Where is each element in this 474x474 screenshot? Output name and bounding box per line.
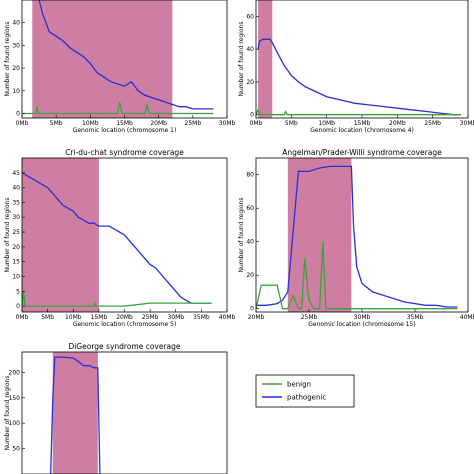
x-tick-label: 15Mb [91, 314, 108, 321]
x-tick-label: 30Mb [219, 120, 236, 127]
y-axis-label: Number of found regions [238, 198, 245, 273]
y-tick-label: 150 [9, 395, 21, 402]
y-tick-label: 0 [250, 306, 254, 313]
series-line-benign [256, 108, 461, 116]
x-tick-label: 15Mb [354, 120, 371, 127]
y-tick-label: 40 [246, 46, 254, 53]
x-axis-label: Genomic location (chromosome 15) [308, 321, 415, 328]
y-tick-label: 30 [12, 42, 20, 49]
y-tick-label: 0 [16, 303, 20, 310]
y-tick-label: 10 [12, 273, 20, 280]
x-tick-label: 5Mb [285, 120, 298, 127]
x-tick-label: 40Mb [460, 314, 474, 321]
y-axis-label: Number of found regions [4, 198, 11, 273]
axes-frame [255, 0, 469, 119]
y-tick-label: 200 [9, 369, 21, 376]
x-axis-label: Genomic location (chromosome 1) [73, 127, 177, 134]
y-tick-label: 0 [16, 110, 20, 117]
x-tick-label: 20Mb [116, 314, 133, 321]
series-line-pathogenic [22, 172, 212, 304]
chart-title: Cri-du-chat syndrome coverage [65, 148, 184, 157]
y-tick-label: 30 [12, 214, 20, 221]
y-tick-label: 60 [246, 205, 254, 212]
series-line-pathogenic [256, 165, 458, 308]
chart-title: Angelman/Prader-Willi syndrome coverage [282, 148, 442, 157]
y-tick-label: 20 [246, 272, 254, 279]
y-axis-label: Number of found regions [4, 376, 11, 451]
x-tick-label: 35Mb [193, 314, 210, 321]
x-tick-label: 25Mb [301, 314, 318, 321]
series-line-pathogenic [257, 38, 461, 116]
y-tick-label: 50 [12, 446, 20, 453]
x-tick-label: 0Mb [16, 314, 29, 321]
series-line-benign [256, 241, 458, 310]
x-tick-label: 35Mb [407, 314, 424, 321]
x-tick-label: 20Mb [248, 314, 265, 321]
y-tick-label: 25 [12, 229, 20, 236]
y-tick-label: 10 [12, 88, 20, 95]
x-tick-label: 15Mb [116, 120, 133, 127]
x-tick-label: 20Mb [150, 120, 167, 127]
x-tick-label: 10Mb [82, 120, 99, 127]
axes-frame [21, 351, 228, 474]
y-tick-label: 40 [12, 185, 20, 192]
y-tick-label: 20 [12, 65, 20, 72]
plot-area [256, 0, 461, 118]
y-tick-label: 100 [9, 420, 21, 427]
series-line-pathogenic [50, 356, 101, 474]
x-tick-label: 20Mb [389, 120, 406, 127]
x-tick-label: 10Mb [65, 314, 82, 321]
shaded-region [52, 352, 98, 474]
x-tick-label: 25Mb [185, 120, 202, 127]
plot-area [256, 158, 458, 312]
chart-panel-1: 0Mb 5Mb 10Mb 15Mb 20Mb 25Mb 30Mb 0 10 20 30 40 Genom… [4, 0, 235, 134]
chart-title: DiGeorge syndrome coverage [68, 342, 180, 351]
y-tick-label: 40 [12, 20, 20, 27]
y-axis-label: Number of found regions [4, 22, 11, 97]
plot-area [50, 352, 101, 474]
chart-panel-4: 20Mb 25Mb 30Mb 35Mb 40Mb 0 20 40 60 80 Genomic loc… [238, 148, 474, 328]
x-tick-label: 10Mb [318, 120, 335, 127]
shaded-region [258, 0, 273, 118]
y-tick-label: 45 [12, 170, 20, 177]
chart-panel-3: 0Mb 5Mb 10Mb 15Mb 20Mb 25Mb 30Mb 35Mb 40Mb 0 5 10 15… [4, 148, 235, 328]
x-tick-label: 30Mb [354, 314, 371, 321]
series-line-benign [22, 101, 214, 115]
y-tick-label: 80 [246, 172, 254, 179]
y-tick-label: 0 [250, 112, 254, 119]
series-line-benign [22, 291, 212, 307]
y-tick-label: 60 [246, 13, 254, 20]
y-tick-label: 5 [16, 288, 20, 295]
x-axis-label: Genomic location (chromosome 5) [73, 321, 177, 328]
x-tick-label: 5Mb [50, 120, 63, 127]
y-tick-label: 35 [12, 199, 20, 206]
y-tick-label: 40 [246, 239, 254, 246]
x-tick-label: 5Mb [41, 314, 54, 321]
y-axis-label: Number of found regions [238, 22, 245, 97]
y-tick-label: 20 [12, 244, 20, 251]
shaded-region [287, 158, 352, 312]
x-tick-label: 30Mb [167, 314, 184, 321]
shaded-region [32, 0, 173, 118]
shaded-region [22, 158, 99, 312]
chart-panel-2: 0Mb 5Mb 10Mb 15Mb 20Mb 25Mb 30Mb 0 20 40 60 Genomic… [238, 0, 474, 134]
x-tick-label: 40Mb [219, 314, 236, 321]
x-axis-label: Genomic location (chromosome 4) [310, 127, 414, 134]
x-tick-label: 25Mb [424, 120, 441, 127]
x-tick-label: 0Mb [250, 120, 263, 127]
y-tick-label: 20 [246, 79, 254, 86]
plot-area [22, 158, 212, 312]
y-tick-label: 15 [12, 259, 20, 266]
x-tick-label: 25Mb [142, 314, 159, 321]
plot-area [22, 0, 214, 118]
series-line-pathogenic [38, 0, 214, 110]
x-tick-label: 0Mb [16, 120, 29, 127]
x-tick-label: 30Mb [460, 120, 474, 127]
